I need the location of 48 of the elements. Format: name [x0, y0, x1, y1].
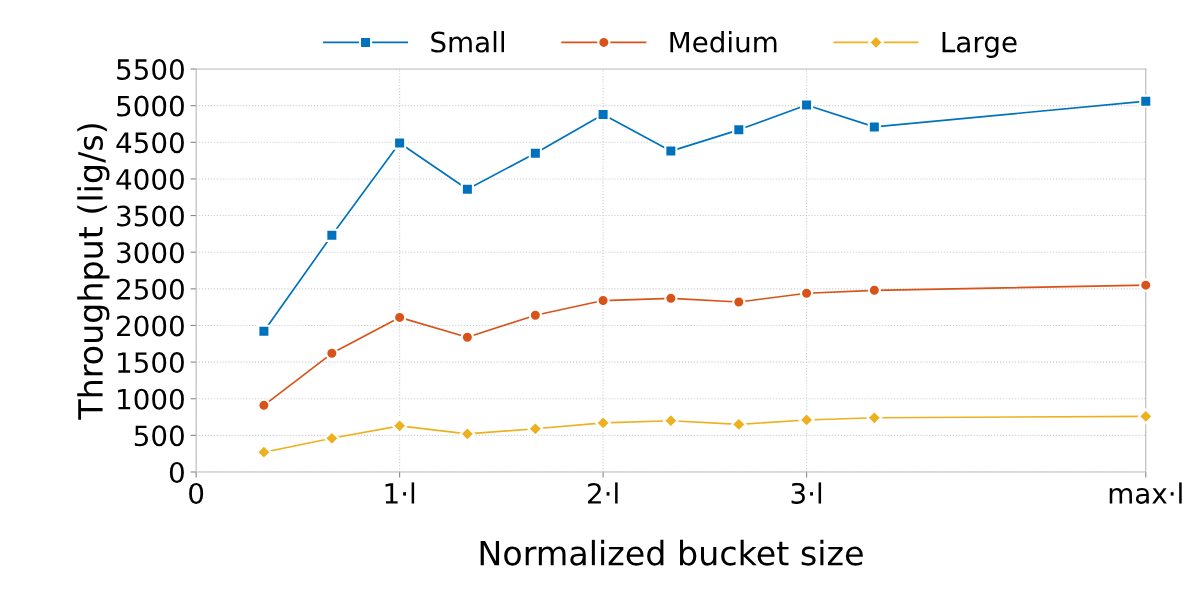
y-tick-label: 2500	[117, 278, 184, 300]
point	[257, 398, 271, 412]
y-tick-label: 500	[134, 425, 184, 447]
point	[799, 286, 814, 300]
point	[664, 291, 678, 305]
y-tick-label: 5000	[117, 95, 184, 117]
point	[596, 293, 610, 308]
point	[799, 98, 814, 112]
y-tick-label: 1000	[118, 388, 184, 410]
point	[257, 324, 271, 338]
point	[528, 308, 542, 322]
x-tick-label: 0	[189, 482, 204, 504]
point	[1139, 278, 1153, 292]
y-tick-label: 4500	[116, 132, 184, 154]
point	[528, 146, 542, 160]
point	[732, 295, 746, 309]
y-tick-label: 3500	[117, 205, 184, 227]
point	[1137, 408, 1154, 425]
x-tick-label: 2·l	[588, 482, 618, 504]
legend-label: Large	[942, 31, 1017, 58]
point	[460, 182, 474, 196]
y-tick-label: 1500	[118, 352, 184, 374]
x-tick-label: 3·l	[791, 482, 822, 504]
x-tick-label: 1·l	[385, 482, 415, 504]
point	[393, 310, 407, 324]
x-tick-label: max·l	[1109, 482, 1182, 504]
point	[867, 120, 881, 134]
point	[460, 330, 474, 344]
point	[1139, 94, 1153, 108]
point	[664, 144, 678, 158]
point	[393, 136, 407, 150]
point	[325, 228, 339, 242]
y-axis-title: Throughput (lig/s)	[77, 124, 110, 420]
point	[732, 123, 746, 137]
y-tick-label: 3000	[117, 242, 184, 264]
point	[798, 412, 815, 428]
y-tick-label: 2000	[117, 315, 184, 337]
y-tick-label: 0	[169, 461, 184, 483]
legend-label: Small	[431, 31, 504, 53]
point	[596, 107, 610, 122]
point	[325, 346, 339, 360]
y-tick-label: 5500	[117, 58, 184, 80]
point	[595, 415, 612, 431]
legend-label: Medium	[670, 31, 777, 53]
point	[391, 417, 408, 434]
point	[867, 283, 881, 297]
x-axis-title: Normalized bucket size	[480, 539, 863, 566]
y-tick-label: 4000	[116, 168, 184, 190]
